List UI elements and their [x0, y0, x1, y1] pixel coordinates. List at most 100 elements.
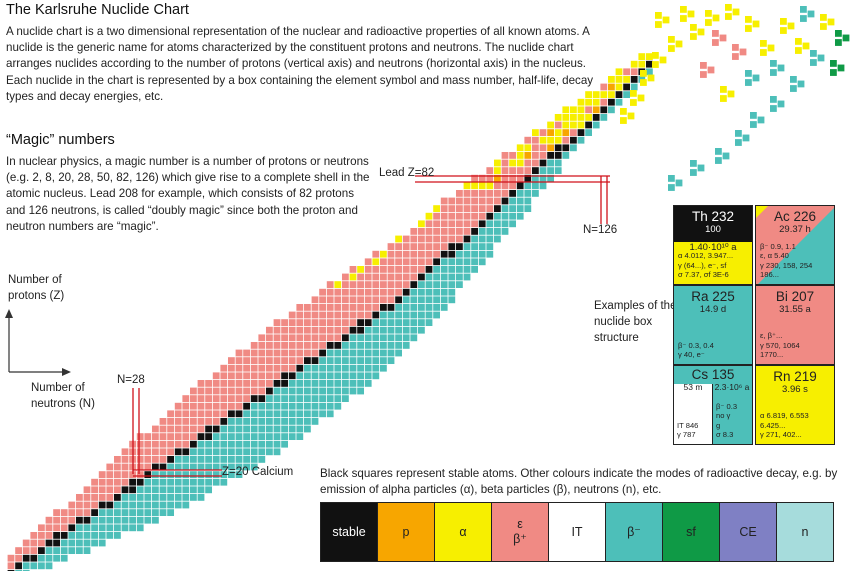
nuclide-cell [425, 266, 433, 273]
nuclide-cell [296, 387, 304, 395]
nuclide-cell [380, 349, 387, 357]
nuclide-cell [410, 228, 418, 235]
nuclide-cell [539, 152, 547, 159]
nuclide-cell [494, 220, 501, 228]
nuclide-cell [433, 281, 440, 288]
nuclide-cell [705, 10, 712, 17]
nuclide-cell [243, 357, 250, 364]
nuclide-cell [266, 387, 273, 395]
nuclide-cell [144, 486, 152, 494]
nuclide-cell [121, 456, 129, 463]
nuclide-cell [220, 478, 228, 486]
nuclide-cell [750, 121, 757, 128]
nuclide-cell [281, 387, 288, 395]
nuclide-cell [174, 456, 182, 463]
nuclide-cell [752, 74, 760, 82]
nuclide-cell [387, 319, 395, 326]
nuclide-cell [152, 456, 159, 463]
nuclide-cell [364, 296, 372, 304]
nuclide-cell [364, 266, 372, 273]
nuclide-cell [478, 228, 486, 235]
nuclide-cell [342, 304, 349, 311]
nuclide-cell [364, 311, 372, 319]
nuclide-cell [668, 36, 675, 43]
nuclide-cell [68, 532, 76, 539]
nuclide-cell [349, 296, 357, 304]
nuclide-cell [380, 326, 387, 334]
nuclide-cell [281, 357, 288, 364]
nuclide-cell [463, 228, 471, 235]
nuclide-cell [668, 184, 675, 191]
box-cs135-halflife: 2.3·10⁶ a [714, 382, 750, 392]
nuclide-cell [372, 296, 380, 304]
nuclide-cell [448, 197, 456, 205]
nuclide-cell [205, 456, 212, 463]
nuclide-cell [281, 440, 288, 448]
nuclide-cell [22, 562, 30, 570]
nuclide-cell [494, 174, 501, 182]
nuclide-cell [349, 311, 357, 319]
nuclide-cell [114, 516, 121, 524]
nuclide-cell [76, 494, 83, 501]
nuclide-cell [235, 410, 243, 418]
nuclide-cell [433, 288, 440, 296]
nuclide-cell [197, 395, 205, 402]
nuclide-cell [152, 494, 159, 501]
legend-spontaneous-fission: sf [663, 503, 720, 561]
nuclide-cell [770, 105, 777, 112]
nuclide-cell [235, 349, 243, 357]
nuclide-cell [319, 288, 326, 296]
nuclide-cell [129, 501, 136, 509]
nuclide-cell [433, 266, 440, 273]
nuclide-cell [311, 311, 319, 319]
legend-ec-beta-plus: ε β⁺ [492, 503, 549, 561]
nuclide-cell [304, 319, 311, 326]
nuclide-cell [250, 395, 258, 402]
nuclide-cell [212, 395, 220, 402]
nuclide-cell [509, 159, 516, 167]
nuclide-cell [250, 418, 258, 425]
nuclide-cell [471, 228, 478, 235]
nuclide-cell [205, 463, 212, 471]
nuclide-cell [281, 425, 288, 433]
nuclide-cell [76, 501, 83, 509]
nuclide-cell [372, 250, 380, 258]
nuclide-cell [668, 175, 675, 182]
nuclide-cell [250, 402, 258, 410]
nuclide-cell [524, 197, 532, 205]
nuclide-cell [494, 205, 501, 212]
nuclide-cell [647, 74, 655, 82]
nuclide-cell [326, 357, 334, 364]
nuclide-cell [334, 288, 342, 296]
nuclide-cell [516, 174, 524, 182]
nuclide-cell [68, 509, 76, 516]
nuclide-cell [364, 304, 372, 311]
nuclide-cell [60, 554, 68, 562]
nuclide-cell [547, 121, 554, 129]
nuclide-cell [456, 266, 463, 273]
nuclide-cell [562, 152, 570, 159]
nuclide-cell [273, 364, 281, 372]
nuclide-cell [433, 258, 440, 266]
nuclide-cell [440, 235, 448, 243]
nuclide-cell [494, 212, 501, 220]
nuclide-cell [304, 395, 311, 402]
nuclide-cell [380, 364, 387, 372]
nuclide-cell [243, 410, 250, 418]
nuclide-cell [235, 402, 243, 410]
nuclide-cell [250, 410, 258, 418]
nuclide-cell [725, 4, 732, 11]
nuclide-cell [720, 86, 727, 93]
nuclide-cell [509, 197, 516, 205]
nuclide-cell [471, 258, 478, 266]
nuclide-cell [372, 288, 380, 296]
nuclide-cell [159, 448, 167, 456]
nuclide-cell [402, 319, 410, 326]
nuclide-cell [228, 410, 235, 418]
nuclide-cell [159, 440, 167, 448]
nuclide-cell [395, 349, 402, 357]
nuclide-cell [53, 547, 60, 554]
nuclide-cell [174, 410, 182, 418]
nuclide-cell [448, 205, 456, 212]
nuclide-cell [539, 167, 547, 174]
